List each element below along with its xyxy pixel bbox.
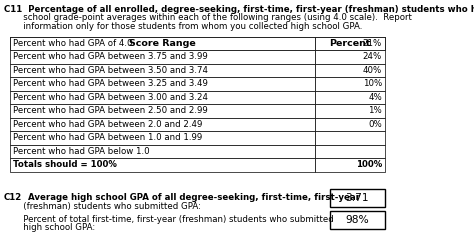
Text: Percent who had GPA between 3.50 and 3.74: Percent who had GPA between 3.50 and 3.7… (13, 66, 208, 75)
Text: school grade-point averages within each of the following ranges (using 4.0 scale: school grade-point averages within each … (4, 14, 412, 22)
Text: 40%: 40% (363, 66, 382, 75)
Text: Percent who had GPA between 3.25 and 3.49: Percent who had GPA between 3.25 and 3.4… (13, 79, 208, 88)
Text: Percent who had GPA between 2.50 and 2.99: Percent who had GPA between 2.50 and 2.9… (13, 106, 208, 115)
Text: Percent who had GPA below 1.0: Percent who had GPA below 1.0 (13, 147, 150, 156)
Bar (315, 64, 385, 77)
Text: Percent: Percent (329, 39, 371, 48)
Text: Percent who had GPA between 3.00 and 3.24: Percent who had GPA between 3.00 and 3.2… (13, 93, 208, 102)
Text: 24%: 24% (363, 52, 382, 61)
Bar (315, 117, 385, 131)
Text: C11  Percentage of all enrolled, degree-seeking, first-time, first-year (freshma: C11 Percentage of all enrolled, degree-s… (4, 5, 474, 14)
Text: Percent who had GPA of 4.0: Percent who had GPA of 4.0 (13, 39, 133, 48)
Bar (10, 50, 315, 64)
Bar (315, 90, 385, 104)
Bar (10, 158, 315, 172)
Text: 4%: 4% (368, 93, 382, 102)
Bar (10, 131, 315, 144)
Text: 98%: 98% (346, 215, 369, 225)
Text: Percent of total first-time, first-year (freshman) students who submitted: Percent of total first-time, first-year … (4, 215, 334, 224)
Text: information only for those students from whom you collected high school GPA.: information only for those students from… (4, 22, 363, 31)
Bar (330, 211, 385, 229)
Bar (315, 104, 385, 117)
Text: Totals should = 100%: Totals should = 100% (13, 160, 117, 169)
Text: 0%: 0% (368, 120, 382, 129)
Bar (10, 37, 315, 50)
Text: Percent who had GPA between 3.75 and 3.99: Percent who had GPA between 3.75 and 3.9… (13, 52, 208, 61)
Bar (10, 64, 315, 77)
Bar (315, 144, 385, 158)
Bar (10, 104, 315, 117)
Text: C12: C12 (4, 193, 22, 202)
Bar (10, 90, 315, 104)
Bar (10, 37, 315, 50)
Text: 3.71: 3.71 (346, 193, 369, 203)
Text: 21%: 21% (363, 39, 382, 48)
Bar (315, 50, 385, 64)
Bar (330, 189, 385, 207)
Text: Percent who had GPA between 1.0 and 1.99: Percent who had GPA between 1.0 and 1.99 (13, 133, 202, 142)
Bar (10, 77, 315, 90)
Text: 100%: 100% (356, 160, 382, 169)
Bar (10, 144, 315, 158)
Text: 1%: 1% (368, 106, 382, 115)
Bar (315, 37, 385, 50)
Text: Average high school GPA of all degree-seeking, first-time, first-year: Average high school GPA of all degree-se… (22, 193, 360, 202)
Bar (315, 37, 385, 50)
Bar (315, 77, 385, 90)
Bar (10, 117, 315, 131)
Text: 10%: 10% (363, 79, 382, 88)
Text: high school GPA:: high school GPA: (4, 224, 95, 233)
Text: Score Range: Score Range (129, 39, 196, 48)
Text: Percent who had GPA between 2.0 and 2.49: Percent who had GPA between 2.0 and 2.49 (13, 120, 202, 129)
Text: (freshman) students who submitted GPA:: (freshman) students who submitted GPA: (4, 202, 201, 210)
Bar (315, 131, 385, 144)
Bar (315, 158, 385, 172)
